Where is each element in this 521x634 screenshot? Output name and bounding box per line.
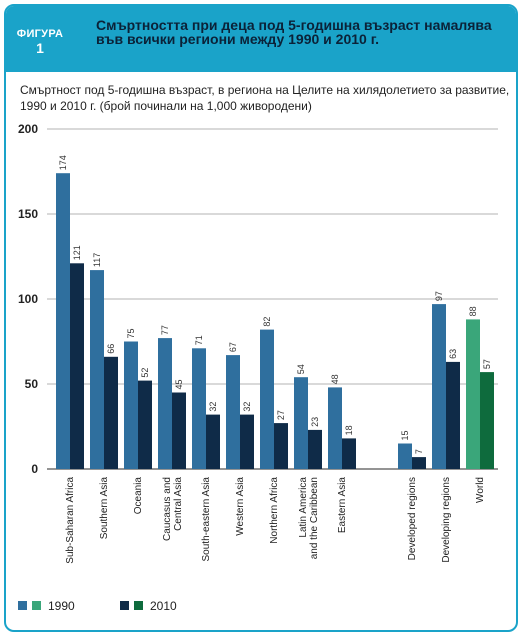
bar-2010 <box>206 414 220 469</box>
data-label-1990: 117 <box>92 253 102 267</box>
x-tick-label: Eastern Asia <box>337 477 348 534</box>
legend-label-2010: 2010 <box>150 599 177 613</box>
x-tick-label: Latin Americaand the Caribbean <box>298 477 320 560</box>
data-label-1990: 54 <box>296 364 306 374</box>
data-label-1990: 75 <box>126 328 136 338</box>
data-label-1990: 15 <box>400 430 410 440</box>
x-tick-label: Caucasus andCentral Asia <box>162 477 184 541</box>
x-tick-label: Sub-Saharan Africa <box>65 477 76 564</box>
figure-word: ФИГУРА <box>16 28 64 40</box>
data-label-2010: 23 <box>310 417 320 427</box>
data-label-1990: 77 <box>160 325 170 335</box>
bar-2010 <box>138 380 152 469</box>
data-label-2010: 32 <box>242 402 252 412</box>
data-label-1990: 67 <box>228 342 238 352</box>
bar-2010 <box>172 392 186 469</box>
bar-2010 <box>446 361 460 469</box>
data-label-2010: 27 <box>276 410 286 420</box>
data-label-1990: 88 <box>468 306 478 316</box>
y-tick-label: 100 <box>18 292 38 306</box>
bar-2010 <box>240 414 254 469</box>
figure-number: 1 <box>36 40 44 56</box>
bar-1990 <box>398 443 412 469</box>
data-label-2010: 63 <box>448 349 458 359</box>
data-label-1990: 82 <box>262 317 272 327</box>
data-label-2010: 45 <box>174 379 184 389</box>
x-tick-label: World <box>475 477 486 503</box>
bar-2010 <box>480 372 494 469</box>
figure-header: ФИГУРА 1 Смъртността при деца под 5-годи… <box>6 6 516 72</box>
data-label-2010: 18 <box>344 425 354 435</box>
bar-1990 <box>56 173 70 469</box>
bar-2010 <box>274 423 288 469</box>
bar-1990 <box>226 355 240 469</box>
legend-label-1990: 1990 <box>48 599 75 613</box>
bar-2010 <box>104 356 118 469</box>
bar-1990 <box>90 270 104 469</box>
bar-1990 <box>158 338 172 469</box>
bar-1990 <box>328 387 342 469</box>
data-label-2010: 52 <box>140 368 150 378</box>
data-label-1990: 174 <box>58 155 68 170</box>
data-label-1990: 71 <box>194 335 204 345</box>
legend-swatch <box>120 601 129 610</box>
x-tick-label: Oceania <box>133 477 144 515</box>
y-tick-label: 200 <box>18 122 38 136</box>
bar-1990 <box>466 319 480 469</box>
legend-swatch <box>18 601 27 610</box>
data-label-2010: 66 <box>106 344 116 354</box>
bar-1990 <box>432 304 446 469</box>
figure-title: Смъртността при деца под 5-годишна възра… <box>96 17 492 47</box>
figure-number-box: ФИГУРА 1 <box>12 14 68 64</box>
data-label-2010: 121 <box>72 245 82 260</box>
y-tick-label: 50 <box>25 377 39 391</box>
bar-1990 <box>260 329 274 469</box>
x-tick-label: Developed regions <box>407 477 418 560</box>
y-tick-label: 0 <box>31 462 38 476</box>
data-label-1990: 48 <box>330 374 340 384</box>
data-label-1990: 97 <box>434 291 444 301</box>
y-tick-label: 150 <box>18 207 38 221</box>
bar-1990 <box>124 341 138 469</box>
data-label-2010: 7 <box>414 449 424 454</box>
chart-subtitle: Смъртност под 5-годишна възраст, в регио… <box>20 83 510 113</box>
bar-2010 <box>342 438 356 469</box>
bar-1990 <box>192 348 206 469</box>
x-tick-label: Developing regions <box>441 477 452 563</box>
data-label-2010: 57 <box>482 359 492 369</box>
x-tick-label: South-eastern Asia <box>201 477 212 562</box>
legend-swatch <box>134 601 143 610</box>
x-tick-label: Southern Asia <box>99 477 110 540</box>
bar-2010 <box>412 457 426 469</box>
legend-swatch <box>32 601 41 610</box>
x-tick-label: Western Asia <box>235 477 246 536</box>
bar-2010 <box>308 429 322 469</box>
bar-2010 <box>70 263 84 469</box>
bar-1990 <box>294 377 308 469</box>
x-tick-label: Northern Africa <box>269 477 280 544</box>
data-label-2010: 32 <box>208 402 218 412</box>
